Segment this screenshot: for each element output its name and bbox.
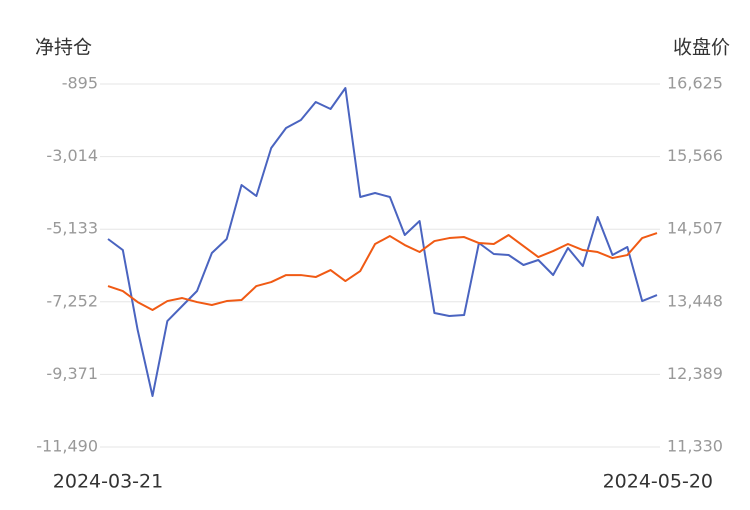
series-line — [107, 232, 658, 312]
y2-tick-label: 15,566 — [667, 146, 723, 165]
y-tick-label: -895 — [62, 74, 98, 93]
y-axis-title: 净持仓 — [35, 37, 92, 59]
x-tick-label: 2024-05-20 — [603, 471, 713, 493]
y-tick-label: -5,133 — [46, 219, 98, 238]
y2-tick-label: 16,625 — [667, 74, 723, 93]
y-tick-label: -7,252 — [46, 291, 98, 310]
y2-tick-label: 11,330 — [667, 437, 723, 456]
x-tick-label: 2024-03-21 — [53, 471, 163, 493]
y2-tick-label: 14,507 — [667, 219, 723, 238]
y2-axis-title: 收盘价 — [673, 37, 730, 59]
y-tick-label: -9,371 — [46, 364, 98, 383]
y2-tick-label: 13,448 — [667, 291, 723, 310]
y-tick-label: -3,014 — [46, 146, 98, 165]
y-tick-label: -11,490 — [36, 437, 98, 456]
y2-tick-label: 12,389 — [667, 364, 723, 383]
series-line — [107, 87, 658, 398]
